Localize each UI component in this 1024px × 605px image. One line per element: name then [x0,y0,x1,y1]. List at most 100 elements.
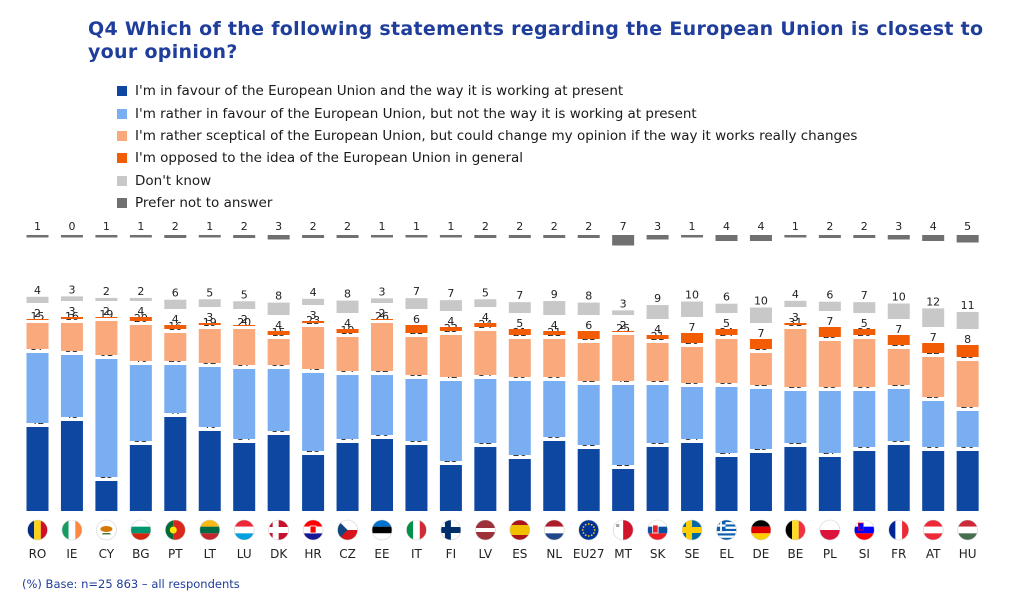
bar-segment [233,443,256,511]
tick-label: CY [99,547,115,561]
bar-segment [474,379,497,443]
bar-segment [543,331,566,335]
tick-label: CZ [339,547,356,561]
bar-segment [405,325,428,333]
data-label: 1 [689,220,696,233]
data-label: 6 [585,319,592,332]
bar-segment [405,298,428,309]
bar-segment [198,323,221,325]
bar-segment [267,369,290,431]
bar-segment [508,329,531,335]
bar-segment [233,301,256,309]
bar-segment [922,308,945,327]
tick-label: BG [132,547,149,561]
bar-segment [302,321,325,323]
bar-segment [784,391,807,443]
data-label: 23 [306,314,320,327]
data-label: 5 [482,286,489,299]
data-label: 4 [792,288,799,301]
data-label: 6 [413,313,420,326]
bar-segment [267,302,290,315]
data-label: 7 [516,289,523,302]
tick-label: PT [168,547,183,561]
bar-segment [129,325,152,361]
data-label: 3 [895,220,902,233]
bar-segment [612,235,635,246]
bar-segment [439,327,462,331]
data-label: 4 [723,220,730,233]
tick-label: LV [479,547,493,561]
bar-segment [784,329,807,387]
bar-segment [336,329,359,333]
bar-segment [749,453,772,511]
tick-label: HR [304,547,321,561]
bar-segment [164,299,187,309]
bar-segment [818,457,841,511]
bar-segment [164,365,187,413]
flag-icon [716,519,737,541]
flag-icon [96,519,117,541]
bar-segment [371,319,393,320]
legend-item: I'm in favour of the European Union and … [117,80,857,102]
bar-segment [371,235,393,238]
flag-icon [785,519,806,541]
bar-segment [439,235,462,238]
bar-segment [267,235,290,240]
bar-segment [749,307,772,323]
bar-segment [336,300,359,313]
bar-segment [956,451,979,511]
flag-icon [440,519,462,541]
bar-segment [336,375,359,439]
bar-segment [956,345,979,357]
bar-segment [508,339,531,377]
bar-segment [198,235,221,238]
bar-segment [129,445,152,511]
chart-legend: I'm in favour of the European Union and … [117,80,857,214]
bar-segment [267,435,290,511]
bar-segment [612,469,635,511]
data-label: 2 [103,285,110,298]
flag-icon [750,519,772,541]
data-label: 7 [895,323,902,336]
bar-segment [956,311,979,329]
bar-segment [474,323,497,327]
data-label: 3 [68,283,75,296]
bar-segment [818,301,841,311]
flag-icon [130,519,152,541]
bar-segment [439,381,462,461]
bar-segment [646,235,669,240]
bar-segment [818,391,841,453]
data-label: 7 [413,285,420,298]
bar-segment [577,385,600,445]
bar-segment [887,389,910,441]
data-label: 3 [275,220,282,233]
bar-segment [922,451,945,511]
data-label: 7 [757,327,764,340]
data-label: 4 [551,319,558,332]
flag-icon [302,519,324,541]
data-label: 4 [137,305,144,318]
legend-label: I'm in favour of the European Union and … [135,83,624,100]
bar-segment [164,325,187,329]
bar-segment [129,235,152,238]
data-label: 2 [241,313,248,326]
data-label: 5 [964,220,971,233]
legend-swatch [117,175,127,186]
flag-icon [543,519,565,541]
bar-segment [26,235,49,238]
bar-segment [198,329,221,363]
bar-segment [646,447,669,511]
legend-item: I'm rather in favour of the European Uni… [117,102,857,124]
bar-segment [302,235,325,238]
bar-segment [681,235,704,238]
data-label: 2 [861,220,868,233]
bar-segment [612,335,635,381]
flag-icon [681,519,703,541]
bar-segment [371,298,393,303]
data-label: 8 [585,290,592,303]
legend-swatch [117,198,127,209]
bar-segment [681,347,704,383]
data-label: 1 [206,220,213,233]
data-label: 7 [826,315,833,328]
bar-segment [922,357,945,397]
